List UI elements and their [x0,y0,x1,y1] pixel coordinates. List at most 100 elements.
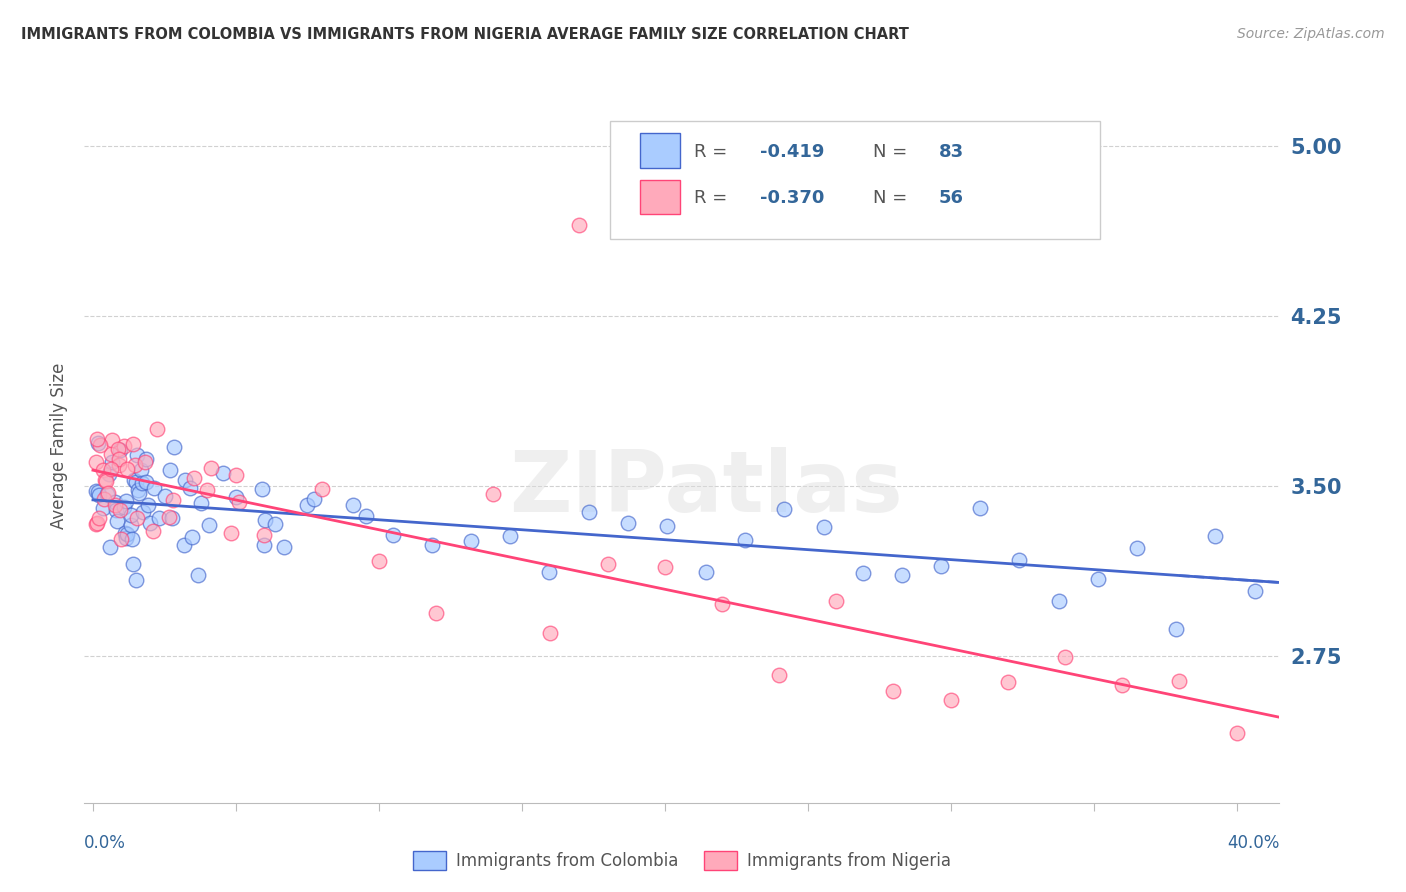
Point [1225,726,1247,740]
Point [425,606,447,620]
Text: 40.0%: 40.0% [1227,834,1279,852]
Point [482,487,505,501]
Point [86,432,108,446]
Text: 83: 83 [939,143,965,161]
Point [695,565,717,579]
Point [354,509,377,524]
Point [125,510,148,524]
Point [939,693,962,707]
Point [264,517,287,532]
Point [181,530,204,544]
Point [173,474,195,488]
Point [969,500,991,515]
Point [342,499,364,513]
Point [128,486,150,500]
Point [568,218,591,232]
Point [100,447,122,461]
Text: 56: 56 [939,189,965,207]
Point [142,481,165,495]
Point [253,528,276,542]
Point [87,488,110,502]
Point [135,475,157,490]
Point [367,554,389,568]
Point [94,473,117,487]
Point [110,532,132,546]
Point [94,475,117,489]
Point [142,524,165,538]
Point [710,597,733,611]
Point [499,529,522,543]
FancyBboxPatch shape [610,121,1101,239]
Point [1168,673,1191,688]
Point [125,573,148,587]
Point [100,461,122,475]
Point [108,503,131,517]
Point [153,490,176,504]
Text: Source: ZipAtlas.com: Source: ZipAtlas.com [1237,27,1385,41]
Point [1126,541,1149,556]
Point [105,514,128,528]
Point [87,436,110,450]
Point [252,482,274,496]
Point [86,516,108,530]
Point [146,422,169,436]
Point [131,475,153,490]
FancyBboxPatch shape [640,180,679,214]
Point [120,518,142,533]
Point [107,458,129,472]
Point [253,513,276,527]
Point [91,463,114,477]
Point [929,559,952,574]
Point [122,473,145,487]
Point [420,538,443,552]
Point [1204,529,1226,543]
Point [115,531,138,545]
Point [655,518,678,533]
Point [125,475,148,489]
Point [195,483,218,497]
Point [1008,552,1031,566]
Point [108,442,131,457]
Point [654,560,676,574]
Point [891,567,914,582]
Point [198,518,221,533]
Point [112,439,135,453]
Point [98,541,121,555]
Point [225,490,247,504]
Point [84,483,107,498]
Point [108,451,131,466]
Point [200,461,222,475]
Point [187,568,209,582]
Point [813,519,835,533]
Point [163,440,186,454]
Text: N =: N = [873,189,912,207]
Point [162,492,184,507]
Point [136,498,159,512]
Point [179,481,201,495]
Point [596,558,619,572]
Point [93,491,115,506]
Point [825,594,848,608]
Text: R =: R = [695,143,733,161]
Point [104,494,127,508]
Point [91,500,114,515]
Point [538,625,561,640]
Point [183,471,205,485]
Point [105,503,128,517]
Point [273,540,295,554]
Point [381,528,404,542]
Point [96,487,118,501]
Point [773,502,796,516]
Point [1243,584,1265,599]
Point [538,565,561,579]
Point [311,482,333,496]
Point [84,455,107,469]
Point [114,525,136,540]
Point [131,505,153,519]
Y-axis label: Average Family Size: Average Family Size [51,363,69,529]
Point [173,538,195,552]
Point [297,498,319,512]
Point [124,458,146,472]
Point [89,438,111,452]
Point [115,526,138,541]
